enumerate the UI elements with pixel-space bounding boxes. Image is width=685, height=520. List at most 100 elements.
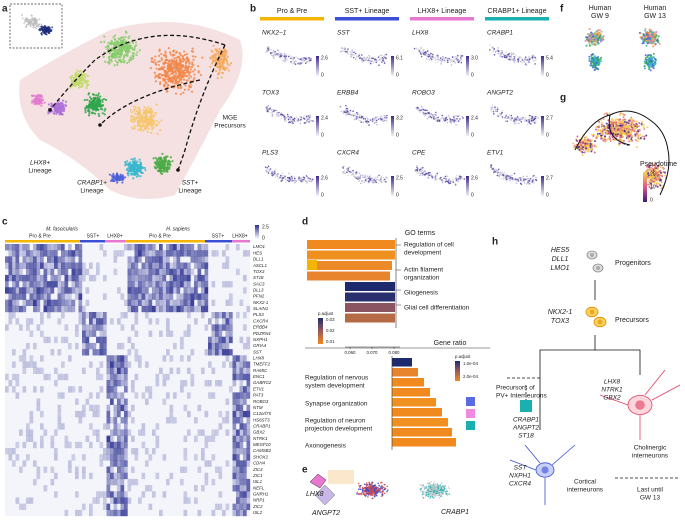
cell-dot xyxy=(533,60,535,62)
cell-dot xyxy=(360,121,362,123)
cell-dot xyxy=(171,62,174,65)
scale-max: 2.7 xyxy=(546,115,553,121)
cell-dot xyxy=(429,57,432,59)
cell-dot xyxy=(212,59,215,62)
cell-dot xyxy=(652,67,655,70)
cell-dot xyxy=(416,164,418,167)
cell-dot xyxy=(384,116,386,118)
cell-dot xyxy=(601,130,604,133)
cell-dot xyxy=(645,41,648,44)
cell-dot xyxy=(286,116,289,118)
cell-dot xyxy=(347,169,350,171)
cell-dot xyxy=(289,176,291,179)
cell-dot xyxy=(615,129,618,132)
cell-dot xyxy=(378,55,381,57)
cell-dot xyxy=(177,80,181,83)
cell-dot xyxy=(296,56,299,59)
cell-dot xyxy=(420,53,422,55)
cell-dot xyxy=(371,57,373,59)
cell-dot xyxy=(303,116,306,118)
cell-dot xyxy=(531,182,534,184)
cell-dot xyxy=(150,60,153,63)
cell-dot xyxy=(513,61,516,63)
cell-dot xyxy=(623,132,626,135)
cell-dot xyxy=(367,120,370,123)
cell-dot xyxy=(161,74,164,77)
cell-dot xyxy=(436,172,439,175)
cell-dot xyxy=(282,177,284,180)
cell-dot xyxy=(168,51,172,54)
cell-dot xyxy=(454,56,457,58)
cell-dot xyxy=(77,86,80,89)
cell-dot xyxy=(643,137,646,140)
cell-dot xyxy=(428,114,431,117)
cell-dot xyxy=(534,63,536,65)
cell-dot xyxy=(347,52,349,55)
cell-dot xyxy=(422,49,425,51)
cell-dot xyxy=(226,61,229,64)
cell-dot xyxy=(490,166,492,168)
cell-dot xyxy=(642,126,645,129)
cell-dot xyxy=(492,168,495,170)
cell-dot xyxy=(111,175,114,179)
cell-dot xyxy=(451,118,454,121)
cell-dot xyxy=(506,174,509,177)
cell-dot xyxy=(429,115,432,118)
feature-umap xyxy=(490,164,538,186)
cell-dot xyxy=(222,54,225,57)
cell-dot xyxy=(445,178,447,180)
cell-dot xyxy=(190,65,194,69)
arrow-head xyxy=(48,108,52,112)
cell-dot xyxy=(142,125,145,128)
cell-dot xyxy=(415,47,418,50)
cell-dot xyxy=(142,109,145,112)
cell-dot xyxy=(501,110,504,112)
cell-dot xyxy=(603,135,606,138)
color-bar xyxy=(316,176,319,196)
cell-dot xyxy=(160,58,163,62)
cell-dot xyxy=(133,48,136,52)
cell-dot xyxy=(180,65,183,68)
cell-dot xyxy=(627,122,630,125)
cell-dot xyxy=(593,61,596,64)
cell-dot xyxy=(494,108,497,111)
cell-dot xyxy=(166,169,169,173)
cell-dot xyxy=(289,118,292,120)
cell-dot xyxy=(593,55,596,58)
cell-dot xyxy=(167,80,170,83)
cell-dot xyxy=(308,61,311,63)
cell-dot xyxy=(292,60,295,62)
cell-dot xyxy=(600,30,603,33)
cell-dot xyxy=(346,171,348,174)
cell-dot xyxy=(36,99,39,102)
cell-dot xyxy=(88,99,91,102)
cell-dot xyxy=(295,116,298,119)
cell-dot xyxy=(112,172,115,176)
column-header: SST+ Lineage xyxy=(345,8,390,15)
cell-dot xyxy=(178,74,181,77)
cell-dot xyxy=(38,28,41,31)
cell-dot xyxy=(178,72,181,75)
cell-dot xyxy=(441,116,444,119)
cell-dot xyxy=(129,161,132,164)
cell-dot xyxy=(137,107,140,110)
cell-dot xyxy=(592,37,595,40)
cell-dot xyxy=(305,175,308,177)
cell-dot xyxy=(612,119,615,122)
cell-dot xyxy=(520,120,523,123)
cell-dot xyxy=(366,175,369,178)
cell-dot xyxy=(133,45,137,48)
cell-dot xyxy=(268,46,271,48)
cell-dot xyxy=(215,69,218,73)
cell-dot xyxy=(347,113,349,115)
cell-dot xyxy=(34,97,38,100)
color-bar xyxy=(466,116,469,136)
cell-dot xyxy=(189,75,193,78)
cell-dot xyxy=(298,179,301,181)
cell-dot xyxy=(153,58,156,61)
cell-dot xyxy=(171,66,175,69)
cell-dot xyxy=(587,39,590,42)
cell-dot xyxy=(116,63,119,67)
cell-dot xyxy=(372,181,375,183)
cell-dot xyxy=(522,177,525,180)
